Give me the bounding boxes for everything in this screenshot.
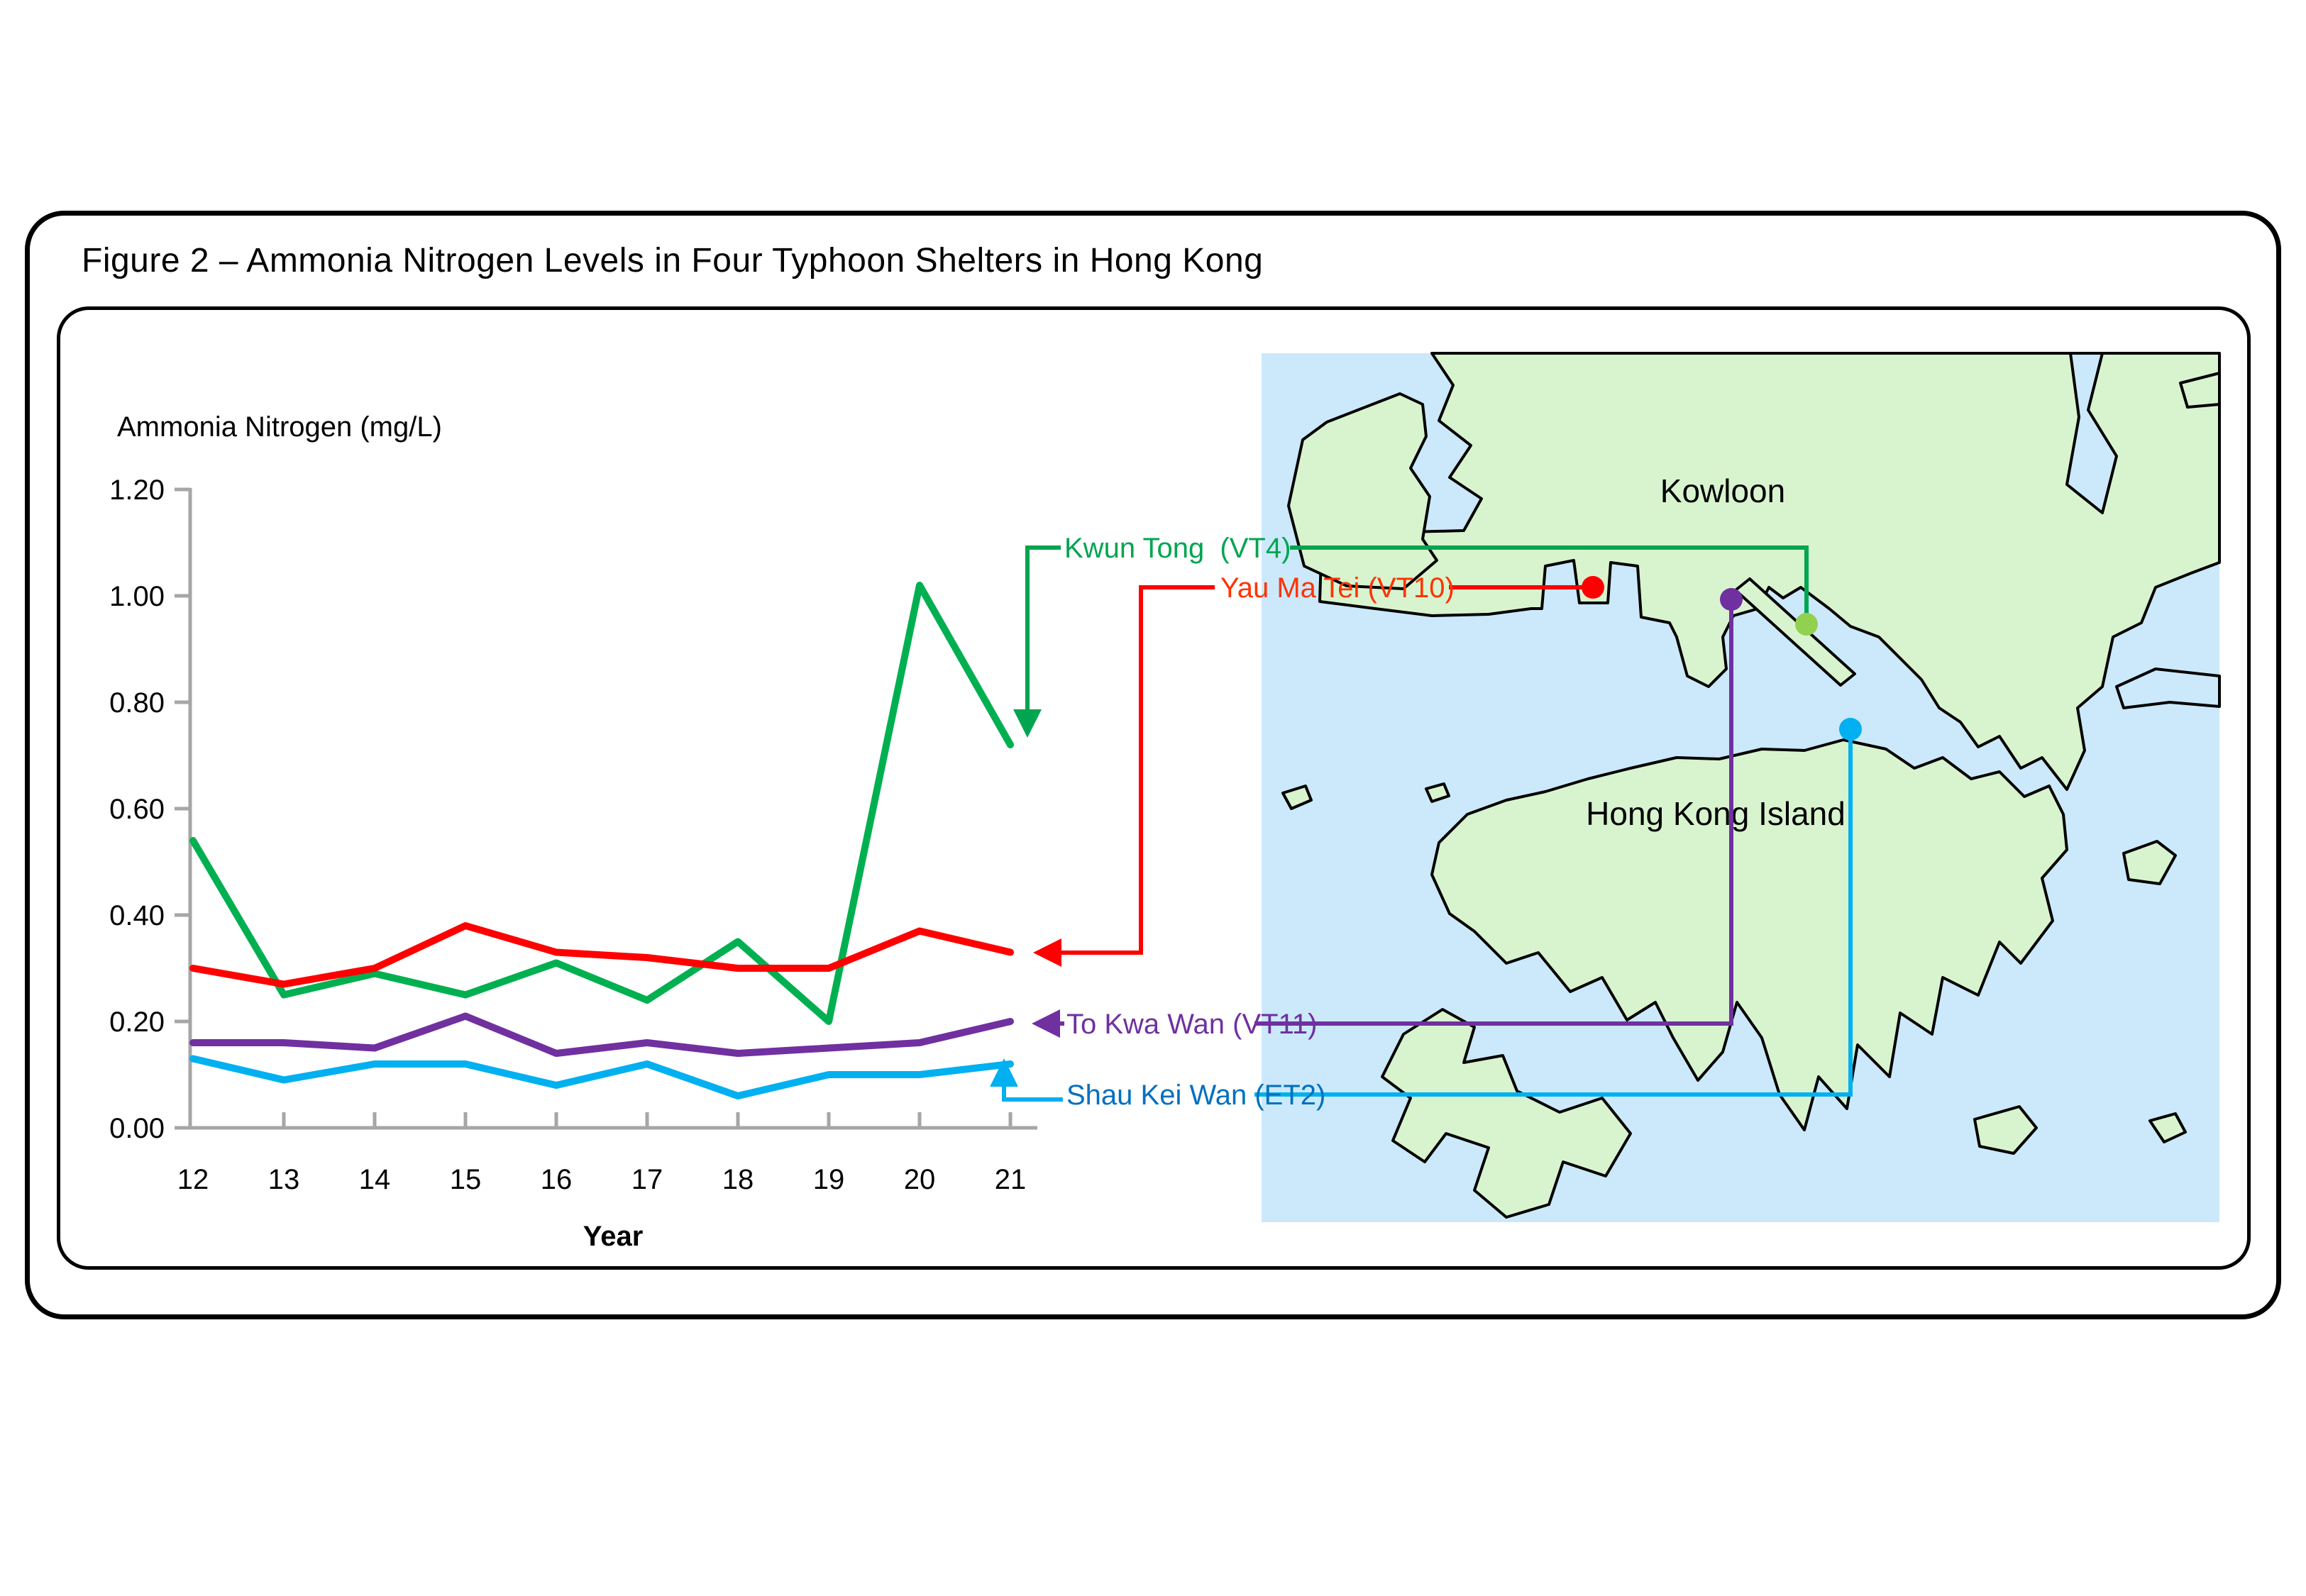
x-tick-label: 20 xyxy=(904,1164,936,1195)
x-axis-ticks: 12 13 14 15 16 17 18 19 20 21 xyxy=(177,1112,1027,1195)
map-island-northeast xyxy=(2179,372,2221,409)
y-tick-label: 0.20 xyxy=(109,1007,165,1038)
y-axis-title: Ammonia Nitrogen (mg/L) xyxy=(117,411,442,443)
y-tick-label: 1.20 xyxy=(109,475,165,506)
map-inlet-east xyxy=(2115,667,2221,709)
map-channel-northeast xyxy=(2065,352,2118,514)
map-islet-west xyxy=(1281,785,1313,810)
hong-kong-map: Kowloon Hong Kong Island xyxy=(1262,352,2221,1222)
x-tick-label: 21 xyxy=(995,1164,1027,1195)
series-line-vt4 xyxy=(189,582,1014,1025)
map-label-kowloon: Kowloon xyxy=(1660,472,1785,509)
yau-ma-tei-connector-left xyxy=(1061,585,1215,955)
y-tick-label: 1.00 xyxy=(109,581,165,612)
x-tick-label: 12 xyxy=(177,1164,209,1195)
kwun-tong-connector-to-map xyxy=(1290,545,1809,614)
y-axis-ticks: 0.00 0.20 0.40 0.60 0.80 1.00 1.20 xyxy=(109,475,190,1144)
map-island-southeast-1 xyxy=(1973,1105,2038,1155)
x-tick-label: 15 xyxy=(450,1164,482,1195)
x-tick-label: 19 xyxy=(813,1164,845,1195)
kwun-tong-down-arrow-icon xyxy=(1013,709,1042,738)
yau-ma-tei-label: Yau Ma Tei (VT10) xyxy=(1220,572,1455,604)
figure-title: Figure 2 – Ammonia Nitrogen Levels in Fo… xyxy=(82,242,1264,279)
y-tick-label: 0.40 xyxy=(109,900,165,931)
y-tick-label: 0.60 xyxy=(109,794,165,825)
x-axis-title: Year xyxy=(583,1221,644,1252)
kwun-tong-marker xyxy=(1795,613,1818,636)
map-hong-kong-island-landmass xyxy=(1430,738,2068,1131)
shau-kei-wan-label: Shau Kei Wan (ET2) xyxy=(1066,1080,1325,1111)
to-kwa-wan-connector-to-map xyxy=(1254,610,1733,1026)
map-channels xyxy=(2065,352,2221,709)
map-label-hong-kong-island: Hong Kong Island xyxy=(1586,795,1846,832)
x-tick-label: 18 xyxy=(722,1164,754,1195)
chart-series-lines xyxy=(189,582,1014,1099)
series-line-vt10 xyxy=(189,922,1014,988)
map-island-east xyxy=(2122,840,2177,885)
map-island-southeast-2 xyxy=(2148,1112,2187,1143)
x-tick-label: 16 xyxy=(541,1164,573,1195)
to-kwa-wan-left-arrow-icon xyxy=(1032,1009,1060,1038)
shau-kei-wan-marker xyxy=(1839,718,1862,741)
y-tick-label: 0.00 xyxy=(109,1113,165,1144)
map-lamma-island xyxy=(1381,1008,1632,1219)
kwun-tong-label: Kwun Tong (VT4) xyxy=(1064,533,1291,564)
map-stonecutters-island xyxy=(1287,392,1438,590)
series-line-et2 xyxy=(189,1055,1014,1099)
map-landmasses xyxy=(1281,352,2221,1219)
shau-kei-wan-connector-to-map xyxy=(1254,740,1853,1097)
series-line-vt11 xyxy=(189,1012,1014,1057)
shau-kei-wan-connector-left xyxy=(1002,1087,1063,1102)
x-tick-label: 14 xyxy=(359,1164,391,1195)
map-kai-tak-runway xyxy=(1734,577,1856,687)
shau-kei-wan-up-arrow-icon xyxy=(990,1058,1018,1087)
to-kwa-wan-label: To Kwa Wan (VT11) xyxy=(1066,1009,1317,1040)
y-tick-label: 0.80 xyxy=(109,687,165,719)
map-islet-harbour xyxy=(1425,782,1450,803)
x-tick-label: 17 xyxy=(631,1164,663,1195)
x-tick-label: 13 xyxy=(268,1164,300,1195)
yau-ma-tei-left-arrow-icon xyxy=(1033,938,1061,967)
to-kwa-wan-marker xyxy=(1720,588,1743,611)
yau-ma-tei-marker xyxy=(1582,576,1604,599)
annotation-connectors xyxy=(990,545,1853,1102)
kwun-tong-connector-left xyxy=(1025,545,1061,709)
map-kowloon-landmass xyxy=(1318,352,2221,791)
